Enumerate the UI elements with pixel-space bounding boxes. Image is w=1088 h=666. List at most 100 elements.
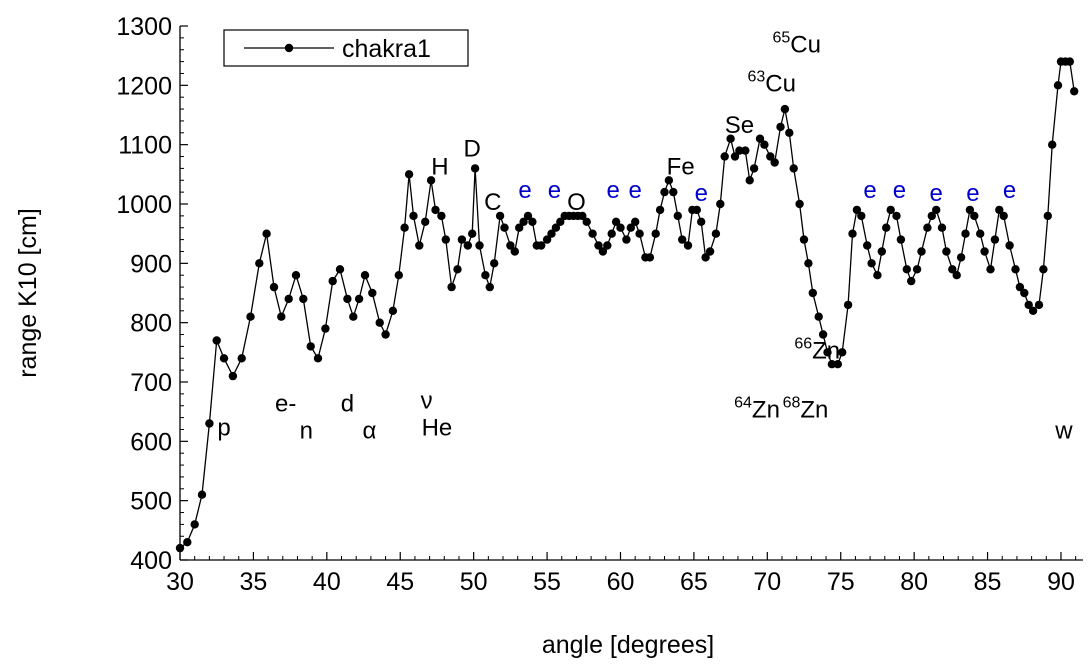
data-point bbox=[795, 199, 804, 209]
y-tick-label: 400 bbox=[130, 547, 172, 575]
data-point bbox=[556, 217, 565, 226]
isotope-element: Cu bbox=[790, 32, 821, 59]
data-point bbox=[937, 223, 947, 232]
data-point bbox=[852, 205, 862, 215]
data-point bbox=[799, 235, 809, 244]
isotope-mass: 63 bbox=[747, 68, 765, 85]
x-tick-label: 90 bbox=[1047, 568, 1075, 596]
y-tick-label: 700 bbox=[130, 369, 172, 397]
data-point bbox=[299, 294, 308, 304]
data-point bbox=[616, 223, 625, 232]
data-point bbox=[631, 217, 640, 226]
data-point bbox=[578, 211, 587, 221]
data-point bbox=[651, 229, 660, 238]
legend-entry-label: chakra1 bbox=[342, 35, 431, 63]
isotope-label: 65Cu bbox=[772, 30, 820, 59]
data-point bbox=[948, 265, 957, 274]
x-tick-label: 45 bbox=[386, 568, 414, 596]
data-point bbox=[291, 271, 301, 280]
isotope-label: 68Zn bbox=[783, 395, 829, 424]
isotope-label: 64Zn bbox=[734, 395, 780, 424]
data-point bbox=[823, 348, 832, 357]
data-point bbox=[284, 294, 293, 304]
plot-area bbox=[175, 57, 1079, 553]
data-point bbox=[447, 282, 456, 292]
annotation-label: e bbox=[929, 180, 942, 207]
data-point bbox=[485, 282, 494, 292]
y-tick-label: 1100 bbox=[118, 132, 172, 160]
data-point bbox=[970, 211, 979, 221]
data-point bbox=[776, 122, 785, 132]
data-point bbox=[814, 312, 823, 321]
data-point bbox=[770, 158, 779, 167]
data-point bbox=[328, 276, 337, 286]
data-point bbox=[588, 229, 597, 238]
data-point bbox=[912, 265, 922, 274]
data-point bbox=[542, 235, 552, 244]
data-point bbox=[475, 241, 484, 250]
annotation-label: e bbox=[518, 177, 531, 204]
annotation-label: Fe bbox=[667, 153, 695, 180]
y-tick-label: 900 bbox=[130, 250, 172, 278]
legend: chakra1 bbox=[223, 29, 469, 67]
axes: 30 35 40 45 50 55 60 65 70 75 80 85 90 400 500 600 700 80… bbox=[116, 13, 1083, 596]
data-point bbox=[197, 490, 207, 499]
data-point bbox=[495, 211, 505, 221]
annotation-label: O bbox=[567, 189, 586, 216]
annotation-label: n bbox=[300, 417, 313, 444]
data-point bbox=[607, 229, 616, 238]
data-point bbox=[907, 276, 916, 286]
data-point bbox=[421, 217, 430, 226]
data-point bbox=[626, 223, 635, 232]
data-point bbox=[726, 134, 735, 143]
data-point bbox=[956, 253, 966, 262]
data-point bbox=[1043, 211, 1053, 221]
data-point bbox=[255, 259, 264, 268]
data-point bbox=[730, 152, 740, 161]
data-point bbox=[669, 187, 678, 197]
data-point bbox=[932, 205, 941, 215]
data-point bbox=[490, 259, 499, 268]
data-point bbox=[537, 241, 546, 250]
annotation-label: ν bbox=[421, 388, 433, 415]
data-point bbox=[1070, 87, 1079, 96]
x-tick-label: 85 bbox=[974, 568, 1002, 596]
data-point bbox=[219, 354, 229, 363]
x-tick-label: 70 bbox=[753, 568, 781, 596]
data-point bbox=[927, 211, 936, 221]
annotation-label: He bbox=[422, 414, 453, 441]
isotope-label: 63Cu bbox=[747, 68, 795, 97]
data-point bbox=[755, 134, 765, 143]
data-point bbox=[547, 229, 556, 238]
data-point bbox=[598, 247, 608, 256]
data-point bbox=[528, 217, 537, 226]
data-point bbox=[394, 271, 403, 280]
annotation-label: C bbox=[484, 189, 501, 216]
data-point bbox=[622, 235, 631, 244]
x-tick-label: 30 bbox=[166, 568, 194, 596]
data-point bbox=[995, 205, 1004, 215]
data-point bbox=[877, 247, 886, 256]
data-point bbox=[818, 330, 828, 339]
data-point bbox=[655, 205, 665, 215]
data-point bbox=[388, 306, 398, 315]
isotope-element: Zn bbox=[800, 397, 828, 424]
data-point bbox=[720, 152, 729, 161]
data-point bbox=[705, 247, 715, 256]
data-point bbox=[711, 229, 721, 238]
data-point bbox=[660, 187, 669, 197]
data-point bbox=[785, 128, 794, 137]
data-point bbox=[343, 294, 352, 304]
data-point bbox=[678, 235, 687, 244]
annotation-label: e bbox=[863, 177, 876, 204]
data-point bbox=[470, 164, 480, 173]
y-tick-label: 1000 bbox=[116, 191, 172, 219]
x-tick-label: 65 bbox=[680, 568, 708, 596]
data-point bbox=[611, 217, 621, 226]
data-point bbox=[882, 223, 891, 232]
data-point bbox=[673, 211, 682, 221]
data-point bbox=[917, 247, 926, 256]
annotation-label: d bbox=[341, 391, 354, 418]
